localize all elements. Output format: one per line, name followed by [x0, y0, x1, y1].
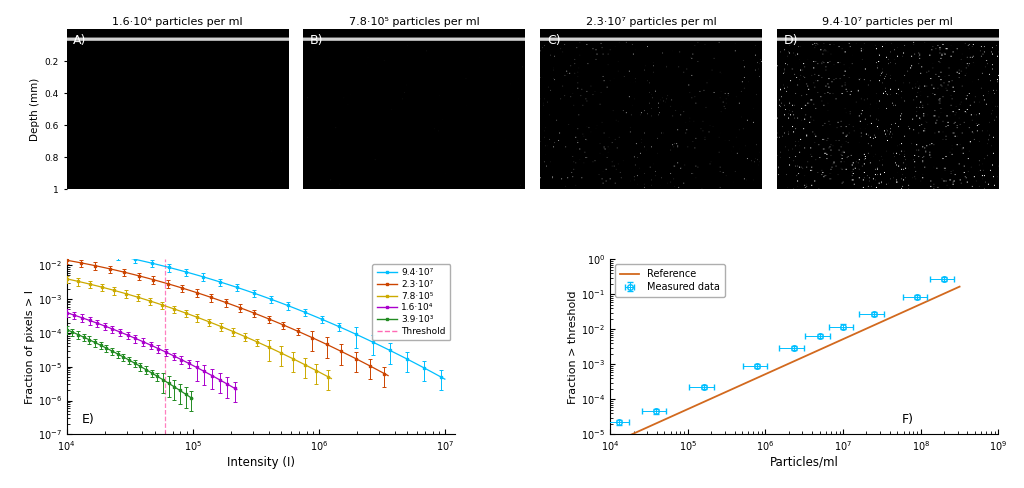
Reference — [697, 399, 710, 405]
Reference — [669, 412, 681, 418]
Reference — [604, 441, 616, 447]
Text: F): F) — [901, 412, 913, 426]
Title: 7.8·10⁵ particles per ml: 7.8·10⁵ particles per ml — [349, 17, 479, 27]
Text: A): A) — [73, 34, 87, 47]
Reference — [625, 432, 637, 438]
Legend: Reference, Measured data: Reference, Measured data — [615, 264, 725, 297]
Title: 1.6·10⁴ particles per ml: 1.6·10⁴ particles per ml — [112, 17, 243, 27]
Reference — [924, 297, 936, 303]
Line: Reference: Reference — [610, 286, 959, 444]
Text: E): E) — [82, 412, 95, 426]
Reference — [618, 435, 631, 441]
Title: 2.3·10⁷ particles per ml: 2.3·10⁷ particles per ml — [586, 17, 716, 27]
Reference — [936, 292, 948, 298]
Y-axis label: Fraction of pixels > I: Fraction of pixels > I — [25, 290, 35, 404]
Title: 9.4·10⁷ particles per ml: 9.4·10⁷ particles per ml — [822, 17, 953, 27]
Text: D): D) — [783, 34, 798, 47]
Text: B): B) — [310, 34, 324, 47]
Text: C): C) — [547, 34, 560, 47]
Legend: 9.4·10⁷, 2.3·10⁷, 7.8·10⁵, 1.6·10⁴, 3.9·10³, Threshold: 9.4·10⁷, 2.3·10⁷, 7.8·10⁵, 1.6·10⁴, 3.9·… — [373, 264, 451, 341]
X-axis label: Particles/ml: Particles/ml — [770, 456, 839, 469]
Y-axis label: Fraction > threshold: Fraction > threshold — [568, 290, 579, 404]
Reference — [953, 284, 966, 289]
X-axis label: Intensity (I): Intensity (I) — [226, 456, 295, 469]
Y-axis label: Depth (mm): Depth (mm) — [31, 78, 40, 141]
